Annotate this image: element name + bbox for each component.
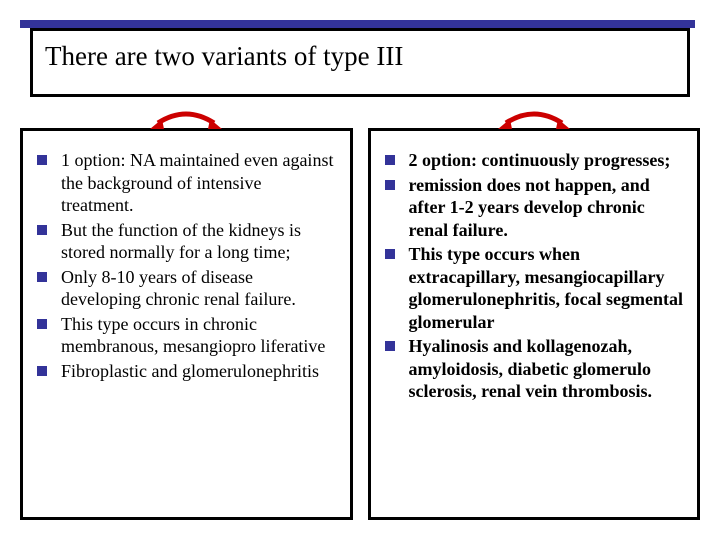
bullet-icon xyxy=(37,225,47,235)
list-item-text: 2 option: continuously progresses; xyxy=(409,149,671,172)
left-column: 1 option: NA maintained even against the… xyxy=(20,128,353,520)
list-item-text: This type occurs in chronic membranous, … xyxy=(61,313,336,358)
left-list: 1 option: NA maintained even against the… xyxy=(37,149,336,382)
bullet-icon xyxy=(385,341,395,351)
bullet-icon xyxy=(37,272,47,282)
curved-arrow-icon xyxy=(146,109,226,135)
bullet-icon xyxy=(37,366,47,376)
title-container: There are two variants of type III xyxy=(30,28,690,97)
list-item-text: This type occurs when extracapillary, me… xyxy=(409,243,684,333)
list-item: 2 option: continuously progresses; xyxy=(385,149,684,172)
list-item-text: Only 8-10 years of disease developing ch… xyxy=(61,266,336,311)
list-item-text: 1 option: NA maintained even against the… xyxy=(61,149,336,217)
list-item-text: Fibroplastic and glomerulonephritis xyxy=(61,360,319,383)
content-columns: 1 option: NA maintained even against the… xyxy=(20,128,700,520)
list-item: Hyalinosis and kollagenozah, amyloidosis… xyxy=(385,335,684,403)
right-list: 2 option: continuously progresses; remis… xyxy=(385,149,684,403)
list-item: remission does not happen, and after 1-2… xyxy=(385,174,684,242)
bullet-icon xyxy=(37,155,47,165)
list-item: 1 option: NA maintained even against the… xyxy=(37,149,336,217)
right-column: 2 option: continuously progresses; remis… xyxy=(368,128,701,520)
bullet-icon xyxy=(385,155,395,165)
list-item: This type occurs when extracapillary, me… xyxy=(385,243,684,333)
list-item: Fibroplastic and glomerulonephritis xyxy=(37,360,336,383)
curved-arrow-icon xyxy=(494,109,574,135)
list-item-text: remission does not happen, and after 1-2… xyxy=(409,174,684,242)
bullet-icon xyxy=(385,180,395,190)
bullet-icon xyxy=(37,319,47,329)
list-item-text: Hyalinosis and kollagenozah, amyloidosis… xyxy=(409,335,684,403)
list-item: Only 8-10 years of disease developing ch… xyxy=(37,266,336,311)
slide-title: There are two variants of type III xyxy=(45,41,675,72)
bullet-icon xyxy=(385,249,395,259)
accent-top-bar xyxy=(20,20,695,28)
list-item: This type occurs in chronic membranous, … xyxy=(37,313,336,358)
list-item: But the function of the kidneys is store… xyxy=(37,219,336,264)
list-item-text: But the function of the kidneys is store… xyxy=(61,219,336,264)
